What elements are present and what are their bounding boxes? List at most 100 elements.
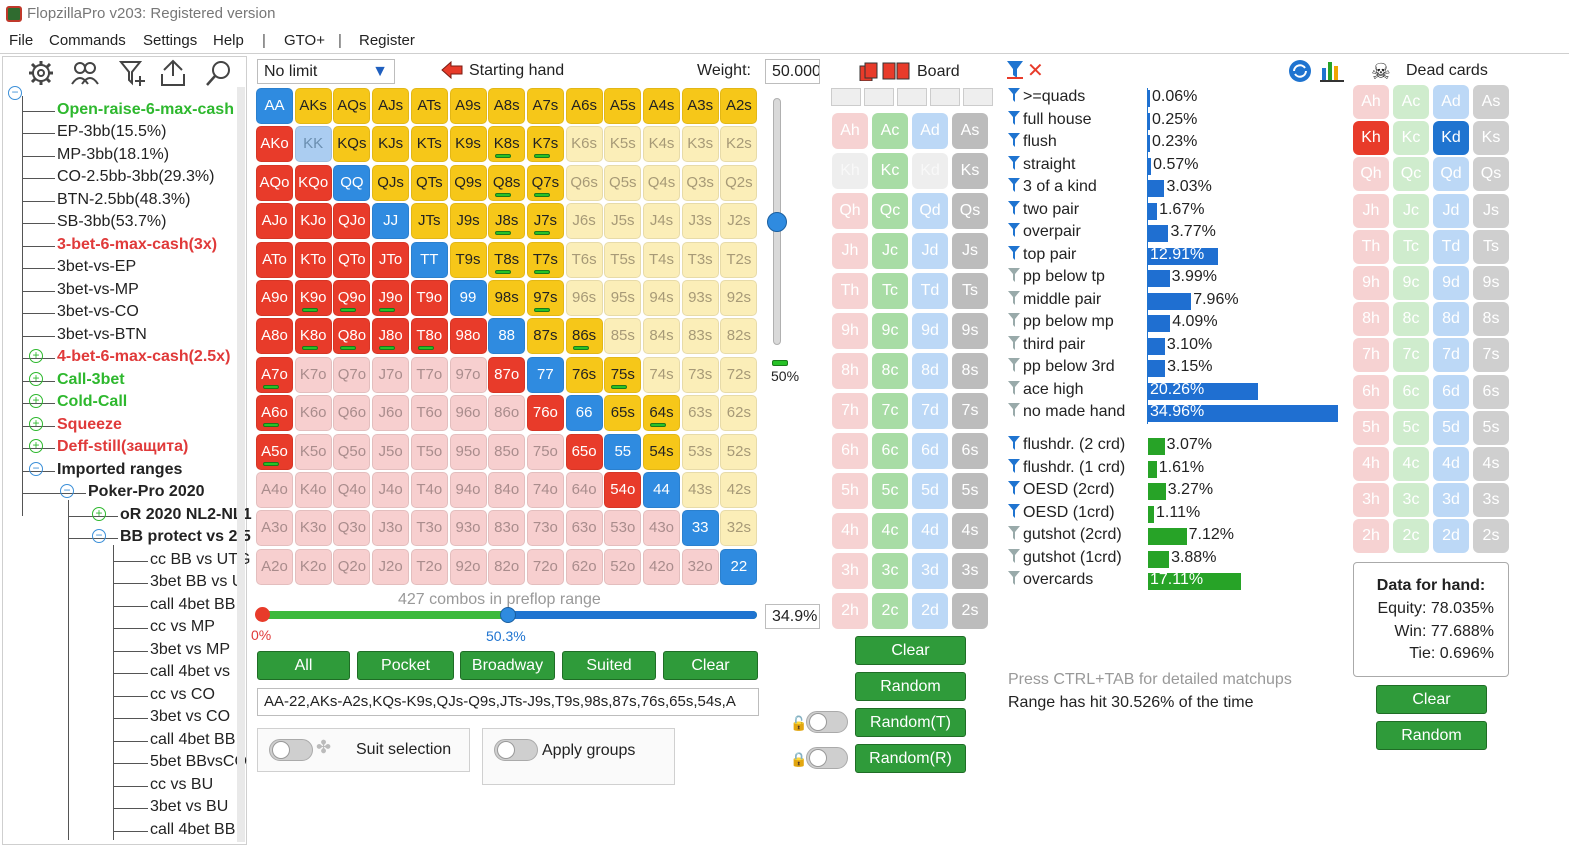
board-card-8c[interactable]: 8c — [872, 353, 908, 389]
hand-cell-J9s[interactable]: J9s — [449, 203, 487, 240]
dead-card-5h[interactable]: 5h — [1353, 410, 1389, 445]
hand-cell-54o[interactable]: 54o — [604, 472, 642, 508]
stat-row[interactable]: top pair — [1008, 245, 1076, 264]
arrow-left-icon[interactable] — [441, 60, 463, 80]
hand-cell-K8s[interactable]: K8s — [488, 126, 526, 163]
hand-cell-A6o[interactable]: A6o — [256, 395, 293, 432]
dead-card-8h[interactable]: 8h — [1353, 302, 1389, 337]
filter-icon[interactable] — [1008, 155, 1020, 170]
tree-node[interactable]: cc vs CO — [150, 686, 215, 703]
hand-cell-J4s[interactable]: J4s — [643, 203, 680, 240]
apply-groups-toggle[interactable] — [494, 739, 538, 761]
hand-cell-A9s[interactable]: A9s — [449, 88, 487, 124]
tree-node[interactable]: CO-2.5bb-3bb(29.3%) — [57, 168, 215, 185]
tree-node[interactable]: call 4bet BB — [150, 731, 236, 748]
dead-card-3c[interactable]: 3c — [1393, 483, 1429, 518]
dead-card-5d[interactable]: 5d — [1433, 410, 1469, 445]
hand-cell-42o[interactable]: 42o — [643, 548, 680, 585]
menu-file[interactable]: File — [9, 32, 34, 49]
hand-cell-32s[interactable]: 32s — [720, 510, 758, 547]
hand-cell-88[interactable]: 88 — [488, 318, 526, 355]
board-card-4c[interactable]: 4c — [872, 513, 908, 549]
hand-cell-95o[interactable]: 95o — [449, 433, 487, 470]
tree-node[interactable]: 3bet-vs-CO — [57, 303, 139, 320]
hand-cell-T8s[interactable]: T8s — [488, 241, 526, 278]
menu-help[interactable]: Help — [213, 32, 244, 49]
filter-icon[interactable] — [1008, 268, 1020, 282]
expand-icon[interactable]: + — [29, 372, 43, 386]
dead-card-4h[interactable]: 4h — [1353, 447, 1389, 481]
hand-cell-54s[interactable]: 54s — [643, 433, 680, 470]
dead-card-3s[interactable]: 3s — [1473, 483, 1509, 518]
hand-cell-T7o[interactable]: T7o — [410, 356, 448, 393]
hand-cell-J2o[interactable]: J2o — [372, 548, 410, 585]
filter-icon[interactable] — [1008, 290, 1020, 305]
hand-cell-J8o[interactable]: J8o — [372, 318, 410, 355]
hand-cell-63o[interactable]: 63o — [565, 510, 603, 547]
hand-cell-T5s[interactable]: T5s — [604, 241, 642, 278]
hand-cell-A8s[interactable]: A8s — [488, 88, 526, 124]
dead-card-4s[interactable]: 4s — [1473, 447, 1509, 481]
stat-row[interactable]: OESD (1crd) — [1008, 503, 1115, 522]
hand-cell-JTs[interactable]: JTs — [410, 203, 448, 240]
random-r-button[interactable]: Random(R) — [855, 744, 966, 773]
filter-icon[interactable] — [1008, 88, 1020, 102]
board-card-Jh[interactable]: Jh — [832, 233, 868, 269]
stat-row[interactable]: >=quads — [1008, 88, 1085, 106]
hand-cell-66[interactable]: 66 — [565, 395, 603, 432]
board-card-8s[interactable]: 8s — [952, 353, 988, 389]
board-card-4s[interactable]: 4s — [952, 513, 988, 549]
board-card-3d[interactable]: 3d — [912, 553, 948, 589]
board-card-8d[interactable]: 8d — [912, 353, 948, 389]
range-percent-input[interactable]: 34.9% — [765, 604, 820, 629]
filter-icon[interactable] — [1008, 335, 1020, 350]
stat-row[interactable]: pp below tp — [1008, 268, 1105, 286]
dead-card-Qh[interactable]: Qh — [1353, 157, 1389, 192]
hand-cell-65o[interactable]: 65o — [565, 433, 603, 470]
menu-gto[interactable]: GTO+ — [284, 32, 325, 49]
filter-icon[interactable] — [1008, 313, 1020, 327]
hand-cell-Q6s[interactable]: Q6s — [565, 164, 603, 201]
filter-icon[interactable] — [1008, 133, 1020, 147]
dead-card-Kh[interactable]: Kh — [1353, 121, 1389, 156]
hand-cell-ATo[interactable]: ATo — [256, 241, 293, 278]
hand-cell-Q6o[interactable]: Q6o — [333, 395, 371, 432]
expand-icon[interactable]: + — [29, 417, 43, 431]
hand-cell-52o[interactable]: 52o — [604, 548, 642, 585]
board-card-9c[interactable]: 9c — [872, 313, 908, 349]
dead-card-As[interactable]: As — [1473, 85, 1509, 119]
stat-row[interactable]: flushdr. (1 crd) — [1008, 458, 1125, 477]
broadway-button[interactable]: Broadway — [460, 651, 555, 680]
pocket-button[interactable]: Pocket — [357, 651, 454, 680]
stat-row[interactable]: gutshot (1crd) — [1008, 548, 1122, 567]
suit-selection-toggle[interactable] — [269, 739, 313, 761]
hand-cell-94o[interactable]: 94o — [449, 472, 487, 508]
hand-cell-J6s[interactable]: J6s — [565, 203, 603, 240]
hand-cell-22[interactable]: 22 — [720, 548, 758, 585]
dead-card-6h[interactable]: 6h — [1353, 374, 1389, 409]
board-card-6h[interactable]: 6h — [832, 433, 868, 469]
hand-cell-T2s[interactable]: T2s — [720, 241, 758, 278]
expand-icon[interactable]: + — [29, 439, 43, 453]
hand-cell-ATs[interactable]: ATs — [410, 88, 448, 124]
random-t-button[interactable]: Random(T) — [855, 708, 966, 737]
hand-cell-98o[interactable]: 98o — [449, 318, 487, 355]
hand-cell-K7s[interactable]: K7s — [526, 126, 564, 163]
dead-card-5c[interactable]: 5c — [1393, 410, 1429, 445]
export-icon[interactable] — [158, 58, 188, 88]
hand-cell-K5s[interactable]: K5s — [604, 126, 642, 163]
hand-cell-K6s[interactable]: K6s — [565, 126, 603, 163]
tree-node[interactable]: SB-3bb(53.7%) — [57, 213, 167, 230]
tree-node[interactable]: 3bet-vs-MP — [57, 281, 139, 298]
hand-cell-J4o[interactable]: J4o — [372, 472, 410, 508]
hand-cell-AA[interactable]: AA — [256, 88, 293, 124]
hand-cell-75o[interactable]: 75o — [526, 433, 564, 470]
board-card-5s[interactable]: 5s — [952, 473, 988, 509]
dead-card-6s[interactable]: 6s — [1473, 374, 1509, 409]
board-card-Qh[interactable]: Qh — [832, 193, 868, 229]
hand-cell-A7o[interactable]: A7o — [256, 356, 293, 393]
dead-card-7d[interactable]: 7d — [1433, 338, 1469, 373]
hand-cell-72o[interactable]: 72o — [526, 548, 564, 585]
stat-row[interactable]: third pair — [1008, 335, 1085, 354]
filter-icon[interactable] — [1008, 403, 1020, 417]
